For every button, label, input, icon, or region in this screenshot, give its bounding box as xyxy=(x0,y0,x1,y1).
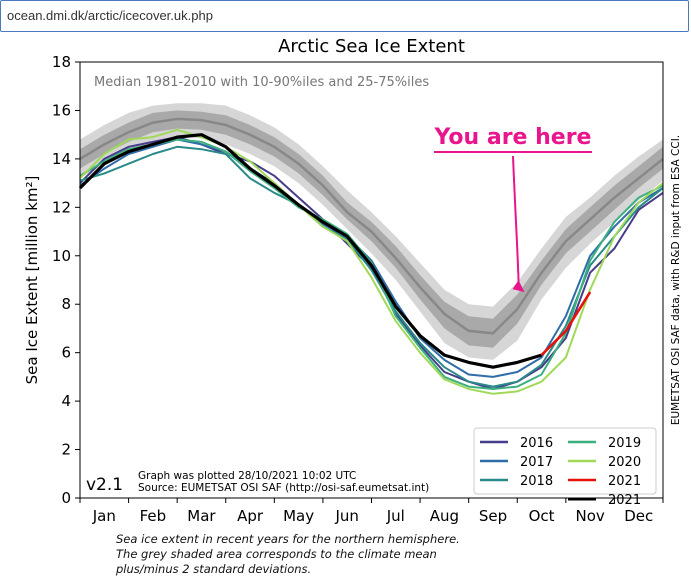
y-tick-label: 18 xyxy=(52,53,71,71)
series-line-2019 xyxy=(79,138,664,390)
caption-line-2: The grey shaded area corresponds to the … xyxy=(116,547,437,561)
legend-label: 2021 xyxy=(608,474,641,489)
x-tick-label: Jul xyxy=(386,507,405,525)
legend-box xyxy=(473,427,657,495)
median-line xyxy=(79,117,664,335)
x-tick-label: Jun xyxy=(334,507,358,525)
legend-label: 2017 xyxy=(520,455,553,470)
source-note: Source: EUMETSAT OSI SAF (http://osi-saf… xyxy=(138,482,429,494)
y-axis-label: Sea Ice Extent [million km²] xyxy=(23,176,41,385)
annotation-you-are-here: You are here xyxy=(434,125,592,150)
y-tick-label: 10 xyxy=(52,247,71,265)
side-note: EUMETSAT OSI SAF data, with R&D input fr… xyxy=(670,135,682,425)
sea-ice-chart: 0 2 4 6 8 10 12 14 16 18 Jan Feb Mar Apr May Jun Jul Aug S… xyxy=(23,36,682,525)
x-tick-label: Oct xyxy=(529,507,555,525)
band-25-75 xyxy=(80,110,663,348)
y-tick-label: 2 xyxy=(61,441,71,459)
legend-label: 2016 xyxy=(520,436,553,451)
y-tick-label: 16 xyxy=(52,101,71,119)
legend-label: 2021 xyxy=(608,493,641,508)
caption-line-3: plus/minus 2 standard deviations. xyxy=(116,562,312,576)
x-tick-label: Sep xyxy=(479,507,507,525)
x-tick-label: May xyxy=(283,507,314,525)
x-tick-label: Apr xyxy=(237,507,264,525)
legend-label: 2020 xyxy=(608,455,641,470)
y-tick-label: 6 xyxy=(61,344,71,362)
x-tick-label: Dec xyxy=(624,507,653,525)
caption-line-1: Sea ice extent in recent years for the n… xyxy=(116,532,460,546)
chart-title: Arctic Sea Ice Extent xyxy=(278,36,465,57)
y-tick-label: 4 xyxy=(61,392,71,410)
x-tick-label: Aug xyxy=(430,507,459,525)
x-tick-label: Nov xyxy=(575,507,604,525)
x-tick-label: Mar xyxy=(187,507,216,525)
series-line-2020 xyxy=(79,128,664,395)
annotation-arrowhead xyxy=(512,280,525,293)
series-line-2018 xyxy=(79,145,664,388)
legend-label: 2019 xyxy=(608,436,641,451)
y-tick-label: 0 xyxy=(61,489,71,507)
version-label: v2.1 xyxy=(86,475,123,495)
figure-caption: Sea ice extent in recent years for the n… xyxy=(116,532,596,577)
x-tick-label: Feb xyxy=(140,507,167,525)
y-tick-label: 14 xyxy=(52,150,71,168)
series-line-2021 xyxy=(78,133,542,369)
url-text: ocean.dmi.dk/arctic/icecover.uk.php xyxy=(7,8,213,23)
y-tick-label: 8 xyxy=(61,295,71,313)
plotted-note: Graph was plotted 28/10/2021 10:02 UTC xyxy=(138,470,356,482)
median-band-label: Median 1981-2010 with 10-90%iles and 25-… xyxy=(94,75,429,90)
series-line-2021-latest xyxy=(540,291,592,357)
annotation-arrow xyxy=(512,155,520,283)
address-bar[interactable]: ocean.dmi.dk/arctic/icecover.uk.php xyxy=(0,0,689,32)
legend-label: 2018 xyxy=(520,474,553,489)
y-tick-label: 12 xyxy=(52,198,71,216)
x-tick-label: Jan xyxy=(92,507,116,525)
